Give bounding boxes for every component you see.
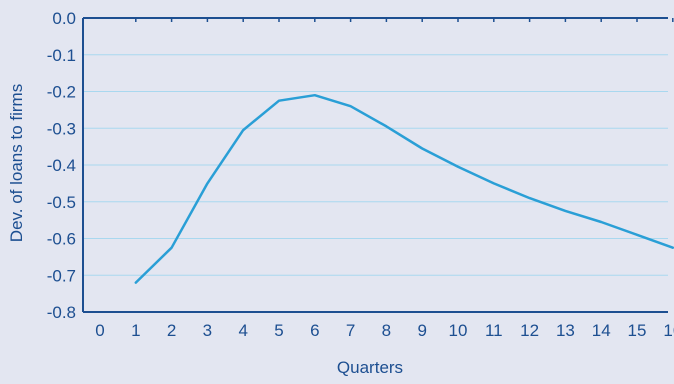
y-tick-label: -0.8 — [47, 303, 76, 322]
x-tick-label: 16 — [663, 321, 674, 340]
gridlines — [83, 54, 668, 276]
x-tick-label: 10 — [449, 321, 468, 340]
series-line — [134, 93, 674, 284]
y-tick-label: -0.6 — [47, 230, 76, 249]
x-tick-label: 4 — [238, 321, 247, 340]
x-tick-label: 13 — [556, 321, 575, 340]
y-axis-label: Dev. of loans to firms — [7, 84, 26, 242]
x-tick-label: 1 — [131, 321, 140, 340]
x-tick-label: 5 — [274, 321, 283, 340]
y-tick-label: -0.2 — [47, 83, 76, 102]
tick-labels: 0123456789101112131415160.0-0.1-0.2-0.3-… — [47, 9, 674, 340]
x-axis-label: Quarters — [337, 358, 403, 377]
y-tick-label: -0.1 — [47, 46, 76, 65]
y-tick-label: -0.4 — [47, 156, 76, 175]
x-tick-label: 11 — [485, 321, 503, 340]
x-tick-label: 7 — [346, 321, 355, 340]
x-tick-label: 6 — [310, 321, 319, 340]
x-tick-label: 0 — [95, 321, 104, 340]
y-tick-label: -0.7 — [47, 266, 76, 285]
x-tick-label: 15 — [628, 321, 647, 340]
x-tick-label: 12 — [520, 321, 539, 340]
y-tick-label: 0.0 — [52, 9, 76, 28]
y-tick-label: -0.5 — [47, 193, 76, 212]
x-tick-label: 3 — [203, 321, 212, 340]
x-tick-label: 9 — [417, 321, 426, 340]
series-layer — [134, 93, 674, 284]
y-tick-label: -0.3 — [47, 119, 76, 138]
x-tick-label: 14 — [592, 321, 611, 340]
x-tick-label: 8 — [382, 321, 391, 340]
axes — [82, 17, 674, 313]
x-tick-label: 2 — [167, 321, 176, 340]
